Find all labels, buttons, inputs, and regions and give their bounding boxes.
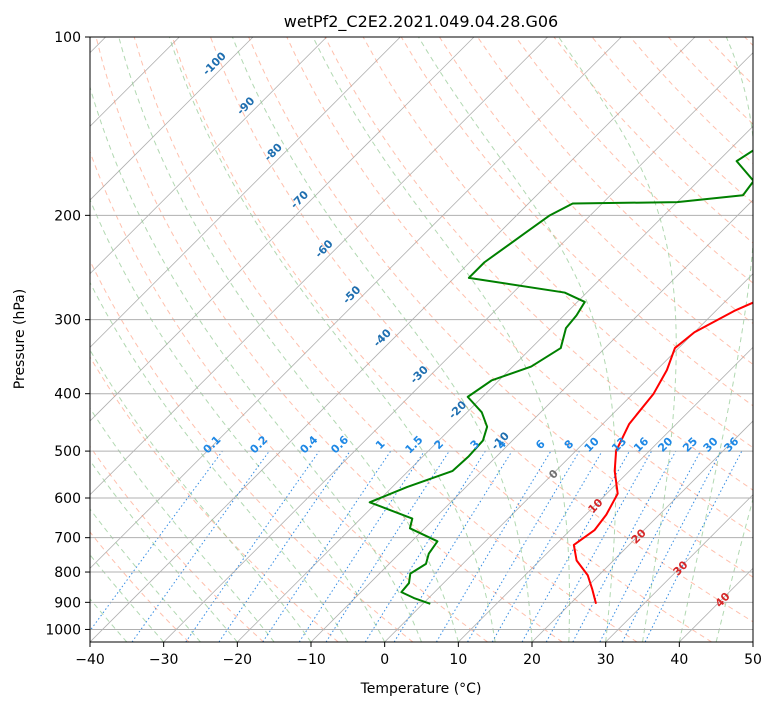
mixing-ratio-line	[572, 450, 677, 642]
y-tick-label: 200	[54, 208, 81, 224]
isotherm-line	[90, 37, 475, 422]
x-axis-label: Temperature (°C)	[360, 681, 482, 697]
x-tick-label: 10	[449, 652, 467, 668]
dry-adiabat-line	[286, 37, 753, 534]
plot-frame	[89, 36, 754, 643]
x-tick-label: −40	[75, 652, 105, 668]
isotherm-line	[752, 641, 753, 642]
x-tick-label: −30	[149, 652, 179, 668]
x-tick-label: 50	[744, 652, 762, 668]
mixing-ratio-line	[262, 450, 392, 642]
moist-adiabat-line	[90, 85, 422, 642]
y-tick-label: 400	[54, 387, 81, 403]
y-tick-label: 1000	[45, 622, 81, 638]
moist-adiabat-line	[90, 198, 386, 642]
mixing-ratio-line	[521, 450, 630, 642]
isotherm-line	[237, 125, 753, 642]
dry-adiabat-line	[515, 37, 753, 284]
y-tick-label: 600	[54, 491, 81, 507]
profiles	[368, 149, 753, 605]
moist-adiabat-line	[312, 37, 570, 642]
moist-adiabat-line	[90, 349, 312, 642]
mixing-ratio-line	[644, 450, 743, 642]
x-tick-label: 0	[380, 652, 389, 668]
isotherm-line	[458, 346, 753, 642]
dry-adiabat-line	[171, 37, 712, 642]
dry-adiabat-line	[90, 356, 339, 642]
y-axis-label: Pressure (hPa)	[12, 289, 28, 389]
isotherm-line	[90, 37, 327, 275]
mixing-ratio-line	[325, 450, 450, 642]
isotherm-line	[605, 494, 753, 642]
isotherm-line	[531, 420, 753, 642]
y-tick-label: 900	[54, 595, 81, 611]
moist-adiabat-line	[90, 459, 238, 642]
dry-adiabat-line	[95, 37, 563, 642]
isotherm-line	[90, 37, 401, 348]
x-tick-label: −20	[223, 652, 253, 668]
dry-adiabat-line	[400, 37, 753, 407]
mixing-ratio-line	[185, 450, 320, 642]
moist-adiabat-line	[231, 37, 533, 642]
isotherm-line	[90, 37, 696, 642]
background-lines	[90, 37, 753, 642]
isotherm-line	[90, 37, 548, 496]
dry-adiabat-line	[210, 37, 753, 623]
plot-background	[90, 37, 753, 642]
mixing-ratio-line	[545, 450, 653, 642]
x-tick-label: 20	[523, 652, 541, 668]
dry-adiabat-line	[90, 445, 264, 642]
dry-adiabat-line	[90, 259, 414, 642]
isotherm-line	[90, 37, 622, 569]
moist-adiabat-line	[418, 37, 617, 642]
isotherm-line	[384, 273, 753, 642]
isotherm-line	[163, 52, 753, 642]
mixing-ratio-line	[131, 450, 270, 642]
y-tick-label: 800	[54, 565, 81, 581]
dry-adiabat-line	[133, 37, 638, 642]
temperature-profile	[572, 301, 753, 605]
mixing-ratio-line	[298, 450, 425, 642]
y-tick-label: 700	[54, 531, 81, 547]
dry-adiabat-line	[90, 531, 190, 642]
mixing-ratio-line	[90, 450, 223, 632]
moist-adiabat-line	[90, 598, 128, 642]
dry-adiabat-line	[248, 37, 753, 578]
dry-adiabat-line	[90, 150, 488, 642]
dry-adiabat-line	[439, 37, 753, 366]
moist-adiabat-line	[90, 407, 275, 642]
dewpoint-profile	[368, 149, 753, 605]
moist-adiabat-line	[90, 554, 165, 642]
moist-adiabat-line	[558, 37, 677, 642]
moist-adiabat-line	[90, 508, 201, 642]
x-axis: −40 −30 −20 −10 0 10 20 30 40 50	[75, 642, 762, 668]
moist-adiabat-line	[118, 37, 459, 642]
moist-adiabat-line	[168, 37, 496, 642]
x-tick-label: 30	[597, 652, 615, 668]
y-tick-label: 300	[54, 313, 81, 329]
chart-title: wetPf2_C2E2.2021.049.04.28.G06	[284, 12, 558, 32]
y-tick-label: 500	[54, 444, 81, 460]
x-tick-label: −10	[296, 652, 326, 668]
y-axis: 100 200 300 400 500 600 700 800 900 1000	[45, 30, 90, 638]
y-tick-label: 100	[54, 30, 81, 46]
isotherm-line	[90, 37, 254, 201]
mixing-ratio-line	[218, 450, 351, 642]
mixing-ratio-line	[393, 450, 513, 642]
x-tick-label: 40	[670, 652, 688, 668]
